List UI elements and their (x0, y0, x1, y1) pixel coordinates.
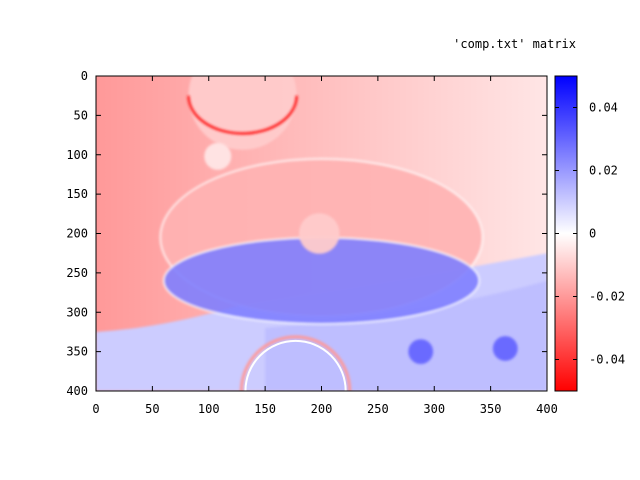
small-disk (204, 142, 232, 170)
plot-area (96, 76, 547, 391)
y-tick-label: 350 (66, 345, 88, 359)
x-tick-label: 0 (92, 402, 99, 416)
x-axis: 0 50 100 150 200 250 300 350 400 (92, 76, 558, 416)
x-tick-label: 400 (536, 402, 558, 416)
y-tick-label: 150 (66, 187, 88, 201)
y-tick-label: 100 (66, 148, 88, 162)
blue-dot-2 (492, 336, 518, 361)
colorbar-tick-label: 0 (589, 227, 596, 241)
heatmap-lower-shade (265, 280, 547, 391)
y-tick-label: 50 (74, 108, 88, 122)
blue-dot-1 (408, 339, 434, 365)
y-tick-label: 250 (66, 266, 88, 280)
colorbar: 0.04 0.02 0 -0.02 -0.04 (554, 75, 625, 392)
x-tick-label: 300 (423, 402, 445, 416)
colorbar-tick-label: -0.02 (589, 290, 625, 304)
top-disk (187, 76, 298, 150)
y-tick-label: 200 (66, 227, 88, 241)
bottom-ring (239, 335, 352, 391)
x-tick-label: 200 (311, 402, 333, 416)
x-tick-label: 50 (145, 402, 159, 416)
colorbar-tick-label: 0.04 (589, 101, 618, 115)
y-tick-label: 300 (66, 305, 88, 319)
y-tick-label: 0 (81, 69, 88, 83)
y-tick-label: 400 (66, 384, 88, 398)
x-tick-label: 100 (198, 402, 220, 416)
colorbar-tick-label: -0.04 (589, 353, 625, 367)
colorbar-tick-label: 0.02 (589, 164, 618, 178)
x-tick-label: 350 (480, 402, 502, 416)
chart-title: 'comp.txt' matrix (453, 37, 576, 51)
x-tick-label: 150 (254, 402, 276, 416)
x-tick-label: 250 (367, 402, 389, 416)
y-axis: 0 50 100 150 200 250 300 350 400 (66, 69, 547, 398)
center-disk (298, 213, 340, 254)
